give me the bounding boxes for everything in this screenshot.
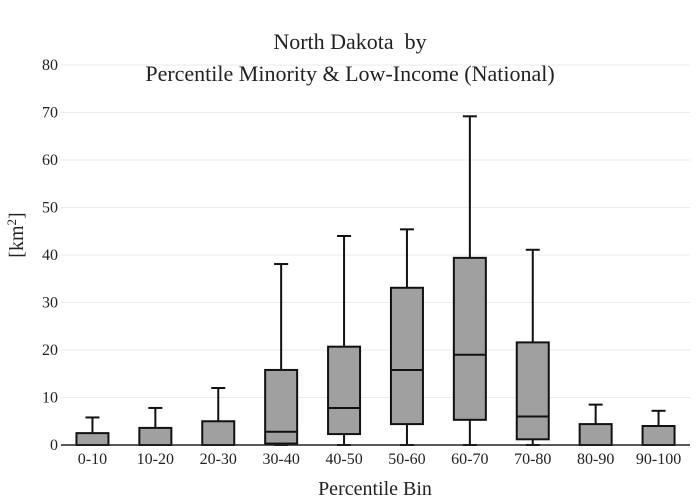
box-0-10 bbox=[75, 416, 110, 446]
x-tick-label: 0-10 bbox=[78, 451, 107, 468]
y-tick-label: 40 bbox=[42, 247, 58, 264]
box-80-90 bbox=[578, 403, 613, 447]
y-tick-label: 60 bbox=[42, 152, 58, 169]
iqr-box bbox=[452, 256, 487, 421]
x-tick-label: 40-50 bbox=[325, 451, 362, 468]
y-axis-ticks: 0 10 20 30 40 50 60 70 80 bbox=[42, 57, 58, 454]
iqr-box bbox=[75, 432, 110, 446]
y-axis-label-close: ] bbox=[6, 212, 28, 219]
box-30-40 bbox=[264, 263, 299, 446]
y-tick-label: 50 bbox=[42, 200, 58, 217]
iqr-box bbox=[641, 425, 676, 446]
y-tick-label: 20 bbox=[42, 342, 58, 359]
box-90-100 bbox=[641, 409, 676, 446]
box-20-30 bbox=[201, 387, 236, 446]
box-60-70 bbox=[452, 115, 487, 446]
x-tick-label: 70-80 bbox=[514, 451, 551, 468]
y-tick-label: 80 bbox=[42, 57, 58, 74]
y-axis-label-superscript: 2 bbox=[4, 219, 19, 226]
x-tick-label: 10-20 bbox=[137, 451, 174, 468]
iqr-box bbox=[389, 286, 424, 426]
chart-title: North Dakota by Percentile Minority & Lo… bbox=[145, 29, 554, 86]
y-tick-label: 70 bbox=[42, 105, 58, 122]
x-tick-label: 90-100 bbox=[636, 451, 681, 468]
iqr-box bbox=[201, 420, 236, 446]
box-10-20 bbox=[138, 406, 173, 446]
x-tick-label: 20-30 bbox=[200, 451, 237, 468]
iqr-box bbox=[327, 345, 362, 436]
x-axis-ticks: 0-10 10-20 20-30 30-40 40-50 50-60 60-70 70-80 8… bbox=[78, 451, 681, 468]
iqr-box bbox=[138, 426, 173, 446]
x-tick-label: 60-70 bbox=[451, 451, 488, 468]
box-50-60 bbox=[389, 228, 424, 446]
x-tick-label: 50-60 bbox=[388, 451, 425, 468]
chart-title-line1: North Dakota by bbox=[273, 29, 426, 54]
iqr-box bbox=[578, 423, 613, 447]
grid-lines bbox=[61, 64, 690, 398]
box-plots bbox=[75, 115, 676, 447]
box-40-50 bbox=[327, 235, 362, 446]
y-tick-label: 10 bbox=[42, 390, 58, 407]
y-tick-label: 30 bbox=[42, 295, 58, 312]
y-tick-label: 0 bbox=[50, 437, 58, 454]
x-axis-label: Percentile Bin bbox=[318, 478, 432, 500]
iqr-box bbox=[515, 341, 550, 441]
box-70-80 bbox=[515, 248, 550, 446]
x-tick-label: 80-90 bbox=[577, 451, 614, 468]
y-axis-label: [km2] bbox=[4, 212, 29, 257]
y-axis-label-base: [km bbox=[6, 225, 28, 258]
x-tick-label: 30-40 bbox=[262, 451, 299, 468]
